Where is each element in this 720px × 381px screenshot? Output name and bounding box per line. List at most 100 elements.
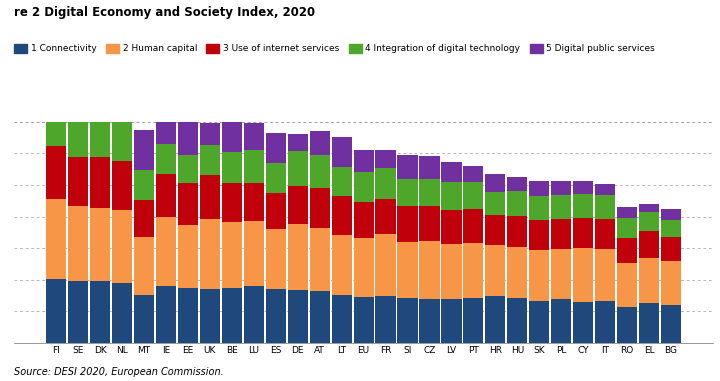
Bar — [200, 145, 220, 175]
Bar — [551, 299, 571, 343]
Bar — [375, 150, 396, 168]
Bar — [485, 215, 505, 245]
Bar — [485, 192, 505, 215]
Bar — [310, 228, 330, 291]
Bar — [244, 221, 264, 286]
Bar — [617, 207, 637, 218]
Bar — [573, 248, 593, 302]
Bar — [266, 163, 286, 193]
Bar — [354, 150, 374, 172]
Bar — [419, 179, 440, 206]
Bar — [134, 200, 154, 237]
Bar — [354, 238, 374, 297]
Bar — [244, 150, 264, 184]
Bar — [68, 281, 89, 343]
Text: 4 Integration of digital technology: 4 Integration of digital technology — [365, 44, 521, 53]
Bar — [529, 301, 549, 343]
Bar — [507, 298, 527, 343]
Bar — [529, 250, 549, 301]
Bar — [463, 182, 483, 209]
Bar — [419, 241, 440, 299]
Bar — [156, 217, 176, 286]
Bar — [661, 237, 681, 261]
Bar — [617, 263, 637, 307]
Text: 5 Digital public services: 5 Digital public services — [546, 44, 655, 53]
Bar — [287, 224, 308, 290]
Bar — [617, 218, 637, 238]
Bar — [244, 123, 264, 150]
Bar — [68, 82, 89, 122]
Bar — [595, 219, 615, 249]
Bar — [266, 229, 286, 288]
Text: 2 Human capital: 2 Human capital — [122, 44, 197, 53]
Bar — [222, 222, 242, 288]
Bar — [90, 208, 110, 281]
Bar — [112, 120, 132, 161]
Bar — [661, 220, 681, 237]
Bar — [112, 283, 132, 343]
Bar — [156, 114, 176, 144]
Bar — [529, 181, 549, 197]
Bar — [354, 202, 374, 238]
Bar — [156, 144, 176, 174]
Bar — [573, 181, 593, 194]
Bar — [375, 199, 396, 234]
Bar — [397, 155, 418, 179]
Bar — [134, 237, 154, 295]
Bar — [310, 188, 330, 228]
Bar — [178, 224, 198, 288]
Bar — [463, 243, 483, 298]
Bar — [639, 231, 659, 258]
Bar — [573, 302, 593, 343]
Bar — [331, 196, 352, 235]
Bar — [68, 206, 89, 281]
Bar — [397, 179, 418, 206]
Text: re 2 Digital Economy and Society Index, 2020: re 2 Digital Economy and Society Index, … — [14, 6, 315, 19]
Bar — [310, 155, 330, 188]
Bar — [639, 303, 659, 343]
Bar — [529, 220, 549, 250]
Bar — [375, 234, 396, 296]
Bar — [639, 212, 659, 231]
Bar — [441, 182, 462, 210]
Bar — [178, 122, 198, 155]
Bar — [222, 122, 242, 152]
Bar — [178, 184, 198, 224]
Bar — [441, 299, 462, 343]
Bar — [156, 286, 176, 343]
Bar — [639, 258, 659, 303]
Bar — [639, 204, 659, 212]
Bar — [156, 174, 176, 217]
Bar — [375, 168, 396, 199]
Bar — [134, 130, 154, 170]
Bar — [90, 121, 110, 157]
Bar — [485, 174, 505, 192]
Text: 1 Connectivity: 1 Connectivity — [31, 44, 96, 53]
Bar — [595, 184, 615, 195]
Bar — [287, 290, 308, 343]
Bar — [222, 152, 242, 183]
Bar — [661, 305, 681, 343]
Bar — [46, 199, 66, 279]
Bar — [441, 162, 462, 182]
Bar — [617, 307, 637, 343]
Bar — [134, 170, 154, 200]
Bar — [178, 288, 198, 343]
Bar — [397, 206, 418, 242]
Bar — [112, 161, 132, 210]
Bar — [287, 186, 308, 224]
Bar — [331, 235, 352, 295]
Bar — [419, 206, 440, 241]
Bar — [222, 288, 242, 343]
Bar — [287, 151, 308, 186]
Bar — [419, 299, 440, 343]
Bar — [507, 177, 527, 191]
Bar — [551, 219, 571, 249]
Bar — [529, 197, 549, 220]
Bar — [397, 298, 418, 343]
Bar — [551, 181, 571, 195]
Bar — [266, 288, 286, 343]
Bar — [661, 261, 681, 305]
Bar — [661, 209, 681, 220]
Bar — [617, 238, 637, 263]
